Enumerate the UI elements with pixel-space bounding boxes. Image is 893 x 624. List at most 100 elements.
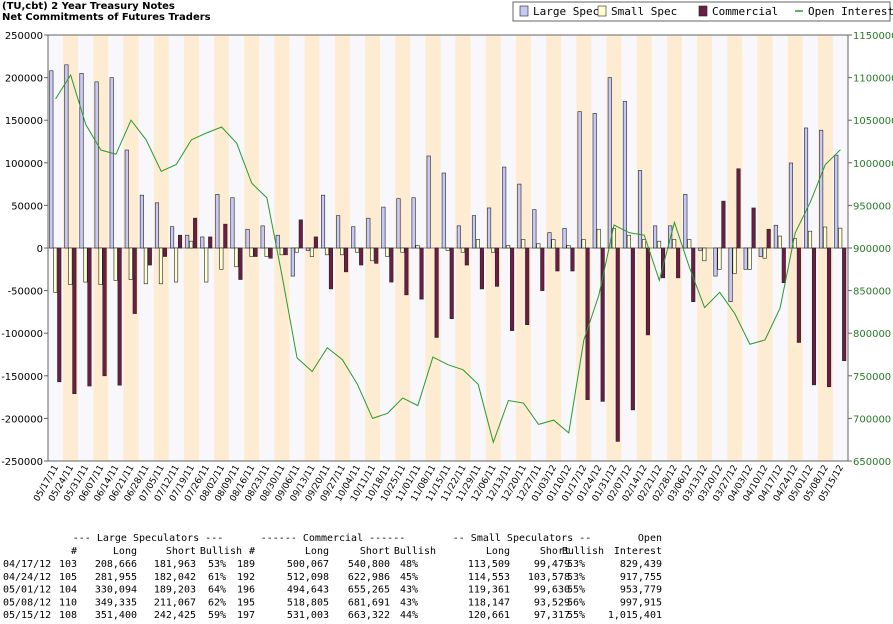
table-cell: 997,915 [620,597,662,608]
table-cell: 494,643 [287,585,329,596]
table-cell: 110 [59,597,77,608]
bar [494,247,500,287]
bar [562,228,567,249]
bar [200,236,205,249]
table-cell: 48% [400,559,418,570]
table-cell: 43% [400,597,418,608]
table-cell: 04/17/12 [3,559,51,570]
bar [204,247,209,283]
bar [471,215,477,249]
y-tick-label: -50000 [8,287,43,298]
table-column-header: Short [540,546,570,557]
table-cell: 518,805 [287,597,329,608]
bar [283,247,288,256]
table-cell: 56% [567,597,585,608]
table-cell: 195 [237,597,255,608]
bar [324,247,330,256]
table-group-header: --- Large Speculators --- [73,533,224,544]
bar [630,247,635,411]
table-cell: 622,986 [348,572,390,583]
bar [162,247,167,257]
bar [411,197,416,249]
table-cell: 500,067 [287,559,329,570]
bar [320,194,326,249]
bar [385,247,390,257]
bar [657,240,662,249]
table-cell: 53% [567,572,585,583]
y2-tick-label: 700000 [853,414,891,425]
bar [260,225,265,249]
bar [687,239,692,249]
y-tick-label: -200000 [1,414,43,425]
bar [336,215,341,249]
bar [777,235,782,249]
table-cell: 59% [208,610,226,620]
y-tick-label: -150000 [1,372,43,383]
bar [208,236,213,249]
bar [68,247,73,285]
bar [758,247,763,257]
y2-tick-label: 1100000 [853,74,893,85]
table-cell: 349,335 [95,597,137,608]
bar [596,228,601,249]
bar [238,247,243,280]
bar [645,247,650,336]
table-cell: 43% [400,585,418,596]
bar [264,247,269,257]
bar [351,226,356,249]
bar [502,166,507,249]
y2-tick-label: 750000 [853,372,891,383]
table-cell: 05/01/12 [3,585,51,596]
legend-swatch [597,5,607,17]
bar [713,247,718,277]
bar [834,154,839,249]
table-column-header: # [71,546,77,557]
bar [313,236,318,249]
bar [551,239,556,249]
bar [547,232,552,249]
bar [154,202,160,249]
table-cell: 330,094 [95,585,137,596]
table-cell: 663,322 [348,610,390,620]
bar [185,234,190,249]
legend-label: Small Spec [611,5,677,18]
bar [109,77,114,249]
bar [309,247,314,257]
bar [683,194,688,249]
bar [796,247,801,343]
bar [147,247,152,266]
bar [268,247,273,259]
bar [762,247,767,259]
bar [637,170,643,249]
legend-label: Open Interest [808,5,893,18]
bar [781,247,786,284]
bar [721,200,726,249]
table-cell: 182,042 [154,572,196,583]
bar [98,247,103,285]
table-cell: 211,067 [154,597,196,608]
bar [143,247,148,285]
bar [653,225,658,249]
bar [441,172,446,249]
bar [566,245,571,249]
bar [521,239,526,249]
table-cell: 104 [59,585,77,596]
bar [804,127,809,249]
bar [615,247,620,442]
bar [449,247,454,320]
table-cell: 119,361 [468,585,510,596]
bar [328,247,334,290]
bar [72,247,77,394]
table-cell: 44% [400,610,418,620]
table-cell: 55% [567,610,585,620]
bar [223,223,228,249]
bar [536,243,541,249]
legend-swatch [698,5,708,17]
bar [124,149,129,249]
bar [732,247,737,274]
table-cell: 181,963 [154,559,196,570]
table-cell: 118,147 [468,597,510,608]
bar [641,239,647,249]
table-cell: 103 [59,559,77,570]
